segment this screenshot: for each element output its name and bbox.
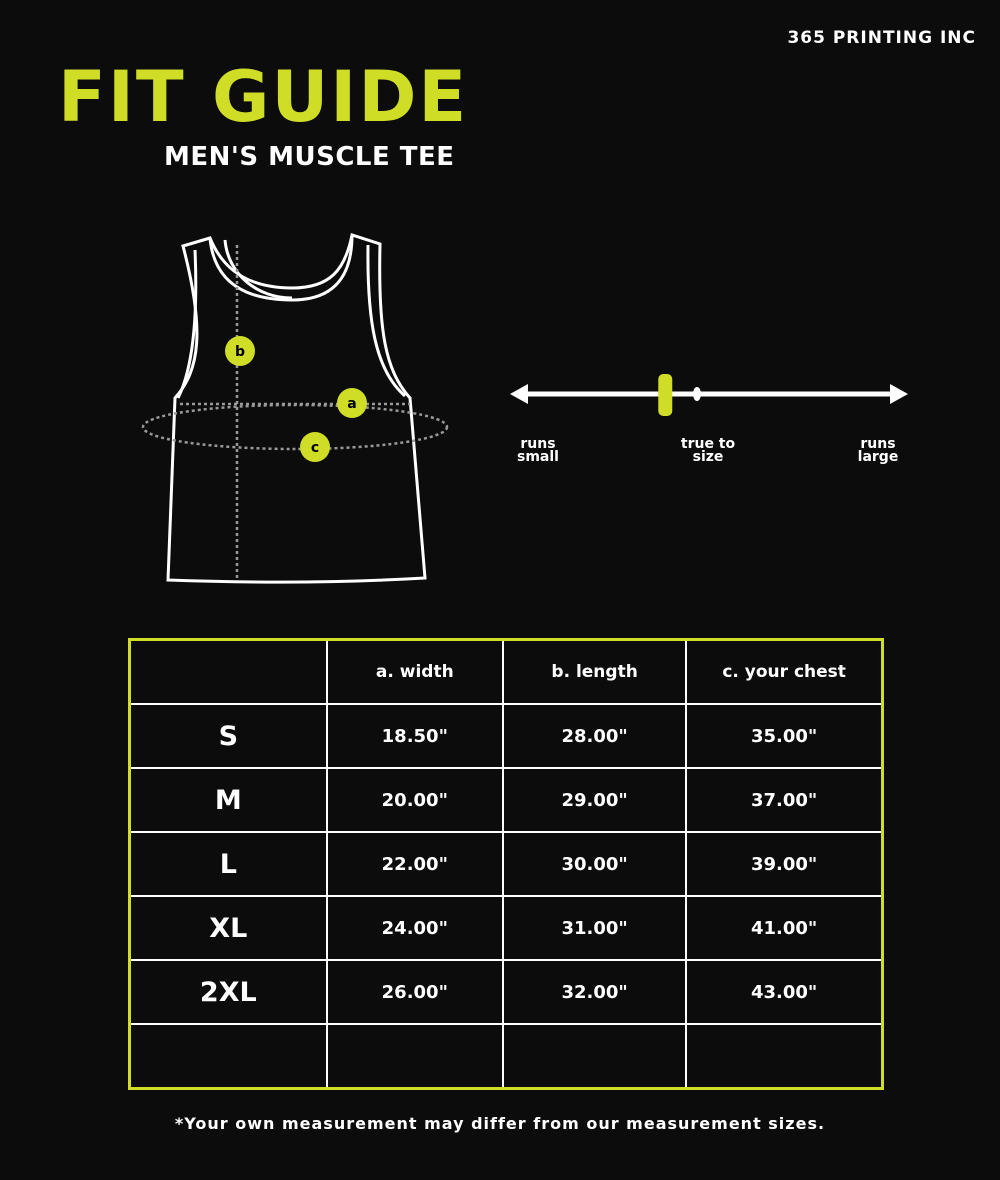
size-cell: S — [128, 703, 328, 769]
arrow-left-icon — [510, 384, 528, 404]
length-cell — [501, 1023, 688, 1090]
length-cell: 31.00" — [501, 895, 688, 961]
table-header-row: a. width b. length c. your chest — [128, 638, 884, 705]
size-table: a. width b. length c. your chest S 18.50"… — [128, 638, 884, 1090]
page-title: FIT GUIDE — [58, 56, 469, 138]
length-cell: 28.00" — [501, 703, 688, 769]
tank-outline — [166, 233, 427, 584]
center-tick — [693, 387, 701, 401]
svg-text:a: a — [347, 396, 356, 412]
marker-c: c — [300, 432, 330, 462]
chest-cell: 41.00" — [685, 895, 884, 961]
chest-cell: 37.00" — [685, 767, 884, 833]
chest-cell: 35.00" — [685, 703, 884, 769]
length-cell: 29.00" — [501, 767, 688, 833]
fit-marker — [658, 374, 673, 416]
measure-lines — [141, 245, 449, 578]
width-cell: 24.00" — [325, 895, 504, 961]
size-cell: XL — [128, 895, 328, 961]
width-cell: 22.00" — [325, 831, 504, 897]
header-cell: b. length — [501, 638, 688, 705]
arrow-right-icon — [890, 384, 908, 404]
chest-cell: 43.00" — [685, 959, 884, 1025]
label-runs-large: runs large — [857, 436, 899, 465]
svg-text:c: c — [311, 440, 319, 456]
marker-b: b — [225, 336, 255, 366]
table-row: XL 24.00" 31.00" 41.00" — [128, 895, 884, 961]
table-row: L 22.00" 30.00" 39.00" — [128, 831, 884, 897]
footnote: *Your own measurement may differ from ou… — [174, 1114, 826, 1133]
page-subtitle: MEN'S MUSCLE TEE — [164, 142, 455, 172]
label-runs-small: runs small — [517, 436, 559, 465]
marker-a: a — [337, 388, 367, 418]
width-cell: 18.50" — [325, 703, 504, 769]
width-cell: 20.00" — [325, 767, 504, 833]
table-row: S 18.50" 28.00" 35.00" — [128, 703, 884, 769]
size-cell: M — [128, 767, 328, 833]
size-cell: L — [128, 831, 328, 897]
width-cell: 26.00" — [325, 959, 504, 1025]
svg-text:b: b — [235, 344, 245, 360]
size-cell — [128, 1023, 328, 1090]
header-cell: a. width — [325, 638, 504, 705]
length-cell: 30.00" — [501, 831, 688, 897]
fit-scale — [510, 374, 908, 416]
tank-diagram: b a c — [141, 233, 908, 584]
header-cell: c. your chest — [685, 638, 884, 705]
table-row: 2XL 26.00" 32.00" 43.00" — [128, 959, 884, 1025]
brand-name: 365 PRINTING INC — [787, 28, 976, 48]
length-cell: 32.00" — [501, 959, 688, 1025]
size-cell: 2XL — [128, 959, 328, 1025]
label-true-to-size: true to size — [680, 436, 736, 465]
width-cell — [325, 1023, 504, 1090]
table-row: M 20.00" 29.00" 37.00" — [128, 767, 884, 833]
chest-cell — [685, 1023, 884, 1090]
header-cell — [128, 638, 328, 705]
table-row-empty — [128, 1023, 884, 1090]
chest-cell: 39.00" — [685, 831, 884, 897]
